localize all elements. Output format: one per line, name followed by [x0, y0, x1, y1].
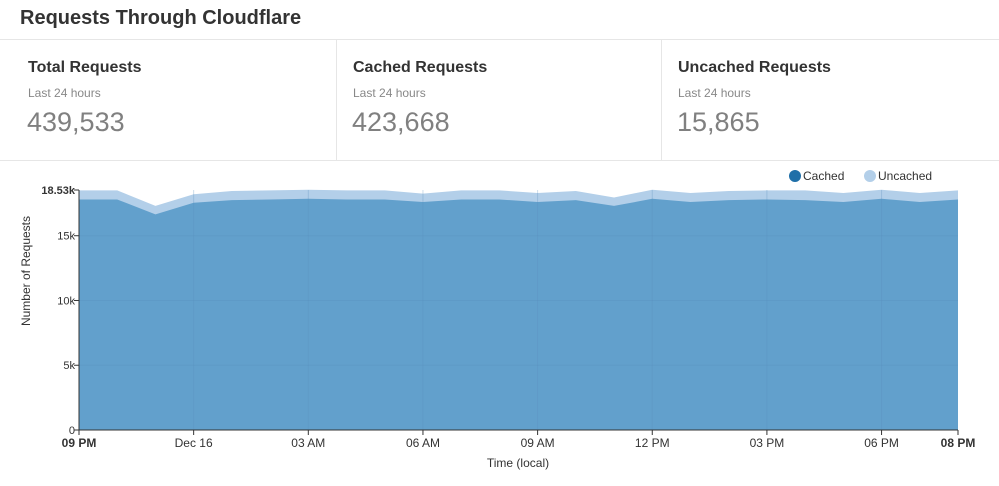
stat-title: Uncached Requests — [678, 59, 831, 76]
legend-cached-swatch[interactable] — [789, 170, 801, 182]
stat-value: 439,533 — [27, 107, 125, 137]
cached-area — [79, 198, 958, 430]
stat-title: Cached Requests — [353, 59, 488, 76]
y-tick-label: 15k — [57, 231, 75, 243]
x-tick-label: 12 PM — [635, 436, 670, 450]
stat-value: 15,865 — [677, 107, 760, 137]
stat-title: Total Requests — [28, 59, 142, 76]
x-tick-label: 09 PM — [62, 436, 97, 450]
x-tick-label: 08 PM — [941, 436, 976, 450]
plot-area: 0 5k 10k 15k 18.53k 09 PM Dec 16 03 AM 06 AM 09 A… — [41, 185, 975, 450]
page-header: Requests Through Cloudflare — [0, 0, 999, 40]
y-tick-label: 5k — [63, 360, 75, 372]
x-tick-label: 03 PM — [750, 436, 785, 450]
stat-value: 423,668 — [352, 107, 450, 137]
y-axis-label: Number of Requests — [19, 216, 33, 326]
legend-uncached-label[interactable]: Uncached — [878, 169, 932, 183]
y-tick-label: 0 — [69, 425, 75, 437]
legend: Cached Uncached — [789, 169, 932, 183]
x-tick-label: 03 AM — [291, 436, 325, 450]
stat-total-requests: Total Requests Last 24 hours 439,533 — [0, 40, 337, 160]
x-axis-label: Time (local) — [487, 456, 549, 470]
stat-period: Last 24 hours — [353, 86, 426, 100]
x-tick-label: 09 AM — [521, 436, 555, 450]
stat-period: Last 24 hours — [28, 86, 101, 100]
requests-area-chart: Cached Uncached 0 5k 10k 15k 18.53k 09 PM Dec … — [19, 169, 975, 470]
stats-row: Total Requests Last 24 hours 439,533 Cac… — [0, 40, 999, 161]
x-tick-label: Dec 16 — [175, 436, 213, 450]
legend-cached-label[interactable]: Cached — [803, 169, 844, 183]
y-tick-label: 10k — [57, 295, 75, 307]
legend-uncached-swatch[interactable] — [864, 170, 876, 182]
requests-chart: Cached Uncached 0 5k 10k 15k 18.53k 09 PM Dec … — [0, 161, 999, 486]
x-tick-label: 06 AM — [406, 436, 440, 450]
stat-uncached-requests: Uncached Requests Last 24 hours 15,865 — [662, 40, 999, 160]
stat-period: Last 24 hours — [678, 86, 751, 100]
stat-cached-requests: Cached Requests Last 24 hours 423,668 — [337, 40, 662, 160]
y-tick-label: 18.53k — [41, 185, 76, 197]
x-tick-label: 06 PM — [864, 436, 899, 450]
page-title: Requests Through Cloudflare — [20, 7, 302, 29]
